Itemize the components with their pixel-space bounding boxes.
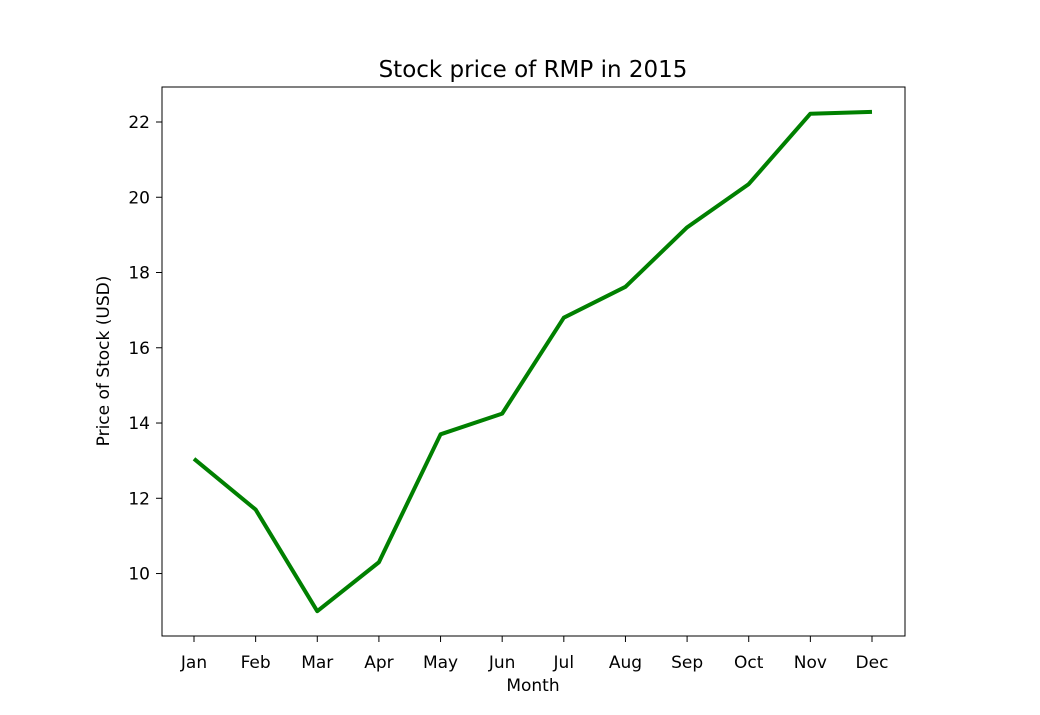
x-tick-label: Dec xyxy=(856,653,889,673)
x-tick-label: May xyxy=(423,653,458,673)
y-tick-label: 10 xyxy=(128,565,150,585)
x-axis-ticks: Jan Feb Mar Apr May Jun Jul Aug Sep Oct Nov Dec xyxy=(180,636,889,673)
x-axis-label: Month xyxy=(506,676,559,696)
y-tick-label: 20 xyxy=(128,188,150,208)
y-axis-ticks: 10 12 14 16 18 20 22 xyxy=(128,113,162,585)
x-tick-label: Oct xyxy=(734,653,764,673)
x-tick-label: Jan xyxy=(180,653,207,673)
y-tick-label: 18 xyxy=(128,264,150,284)
x-tick-label: Feb xyxy=(241,653,271,673)
chart-title: Stock price of RMP in 2015 xyxy=(379,57,688,83)
plot-frame xyxy=(161,86,906,637)
x-tick-label: Apr xyxy=(364,653,393,673)
y-tick-label: 22 xyxy=(128,113,150,133)
plot-area xyxy=(161,86,906,637)
x-tick-label: Aug xyxy=(609,653,642,673)
x-tick-label: Jul xyxy=(553,653,575,673)
x-tick-label: Jun xyxy=(488,653,516,673)
y-tick-label: 12 xyxy=(128,489,150,509)
y-axis-label: Price of Stock (USD) xyxy=(94,276,114,447)
y-tick-label: 16 xyxy=(128,339,150,359)
x-tick-label: Mar xyxy=(301,653,333,673)
x-tick-label: Sep xyxy=(671,653,703,673)
x-tick-label: Nov xyxy=(794,653,827,673)
y-tick-label: 14 xyxy=(128,414,150,434)
series-line-0 xyxy=(192,109,873,614)
